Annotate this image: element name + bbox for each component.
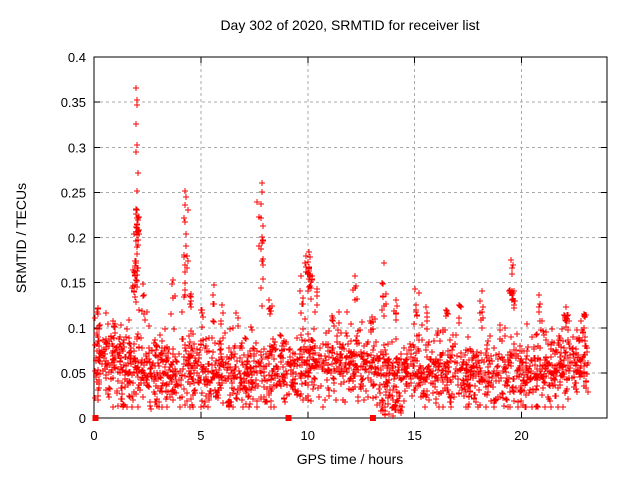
x-tick-label: 5 [197,428,204,443]
y-tick-label: 0.1 [68,321,86,336]
zero-flag-square [92,415,99,421]
y-axis-label: SRMTID / TECUs [13,183,29,293]
y-tick-label: 0.05 [61,366,86,381]
y-tick-label: 0.15 [61,276,86,291]
tick-labels: 0 5 10 15 20 0 0.05 0.1 0.15 0.2 0.25 0.3 0.35 0.4 [61,50,529,443]
x-tick-label: 15 [407,428,421,443]
data-points [92,85,591,421]
y-tick-label: 0 [79,411,86,426]
srmtid-scatter-points [92,85,591,419]
y-tick-label: 0.3 [68,140,86,155]
y-tick-label: 0.4 [68,50,86,65]
y-tick-label: 0.2 [68,231,86,246]
x-axis-label: GPS time / hours [297,451,404,467]
x-tick-label: 20 [514,428,528,443]
y-tick-label: 0.25 [61,185,86,200]
zero-flag-square [369,415,376,421]
x-tick-label: 10 [301,428,315,443]
chart-title: Day 302 of 2020, SRMTID for receiver lis… [220,17,479,33]
zero-flag-square [285,415,292,421]
x-tick-label: 0 [90,428,97,443]
y-tick-label: 0.35 [61,95,86,110]
